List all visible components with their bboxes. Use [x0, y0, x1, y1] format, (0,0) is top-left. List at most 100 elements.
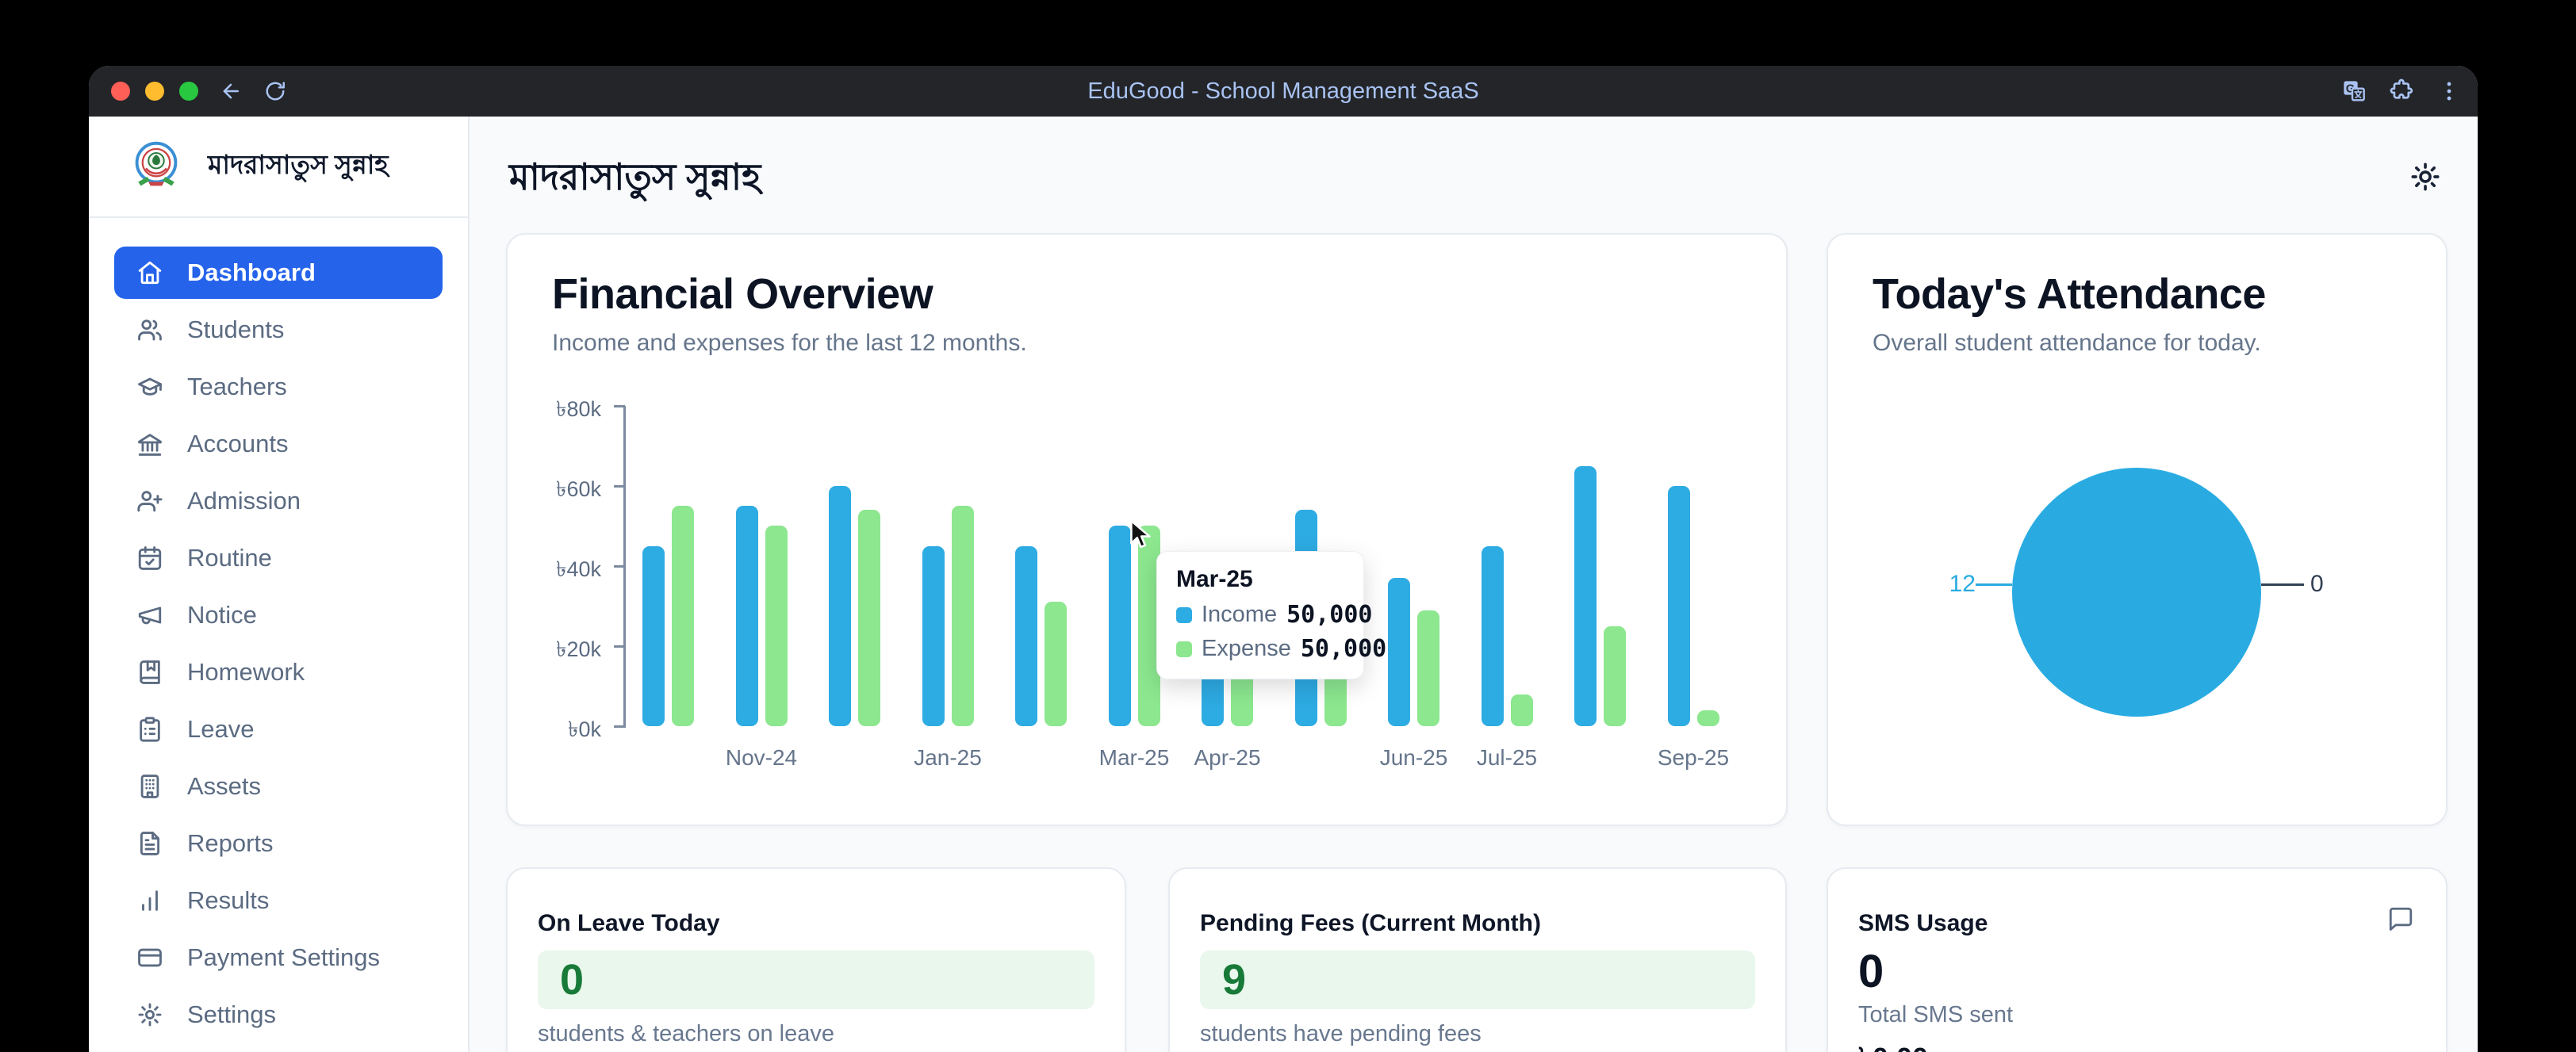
y-axis-label: ৳0k — [568, 717, 601, 741]
income-bar-jun-25[interactable] — [1388, 578, 1410, 726]
sidebar-nav: Dashboard Students Teachers Accounts Admissi… — [89, 218, 468, 1041]
x-axis-label: Mar-25 — [1098, 745, 1170, 770]
sidebar-item-routine[interactable]: Routine — [114, 532, 443, 584]
bar-chart-plot: ৳0k ৳20k ৳40k ৳60k ৳80k Nov-24 Jan-25 Mar-25 Apr… — [508, 235, 1786, 824]
sidebar-item-assets[interactable]: Assets — [114, 760, 443, 813]
expense-bar-aug-25[interactable] — [1604, 626, 1626, 726]
tooltip-month: Mar-25 — [1176, 566, 1253, 592]
main-content: মাদরাসাতুস সুন্নাহ Financial Overview In… — [471, 117, 2478, 1052]
y-axis-label: ৳80k — [556, 397, 601, 421]
bar-chart-icon — [142, 890, 158, 911]
pending-fees-card: Pending Fees (Current Month) 9 students … — [1168, 867, 1787, 1052]
income-bar-oct-24[interactable] — [642, 546, 665, 726]
y-axis-tick — [614, 485, 625, 488]
expense-bar-jul-25[interactable] — [1510, 694, 1533, 726]
pending-fees-banner: 9 — [1200, 951, 1755, 1009]
sms-usage-title: SMS Usage — [1858, 910, 1988, 936]
y-axis-tick — [614, 565, 625, 568]
on-leave-card: On Leave Today 0 students & teachers on … — [506, 867, 1126, 1052]
pie-label-absent: 0 — [2310, 571, 2324, 597]
expense-bar-nov-24[interactable] — [765, 526, 788, 726]
clipboard-list-icon — [140, 717, 160, 742]
y-axis-tick — [614, 645, 625, 648]
app-root: মাদরাসাতুস সুন্নাহ Dashboard Students Teac… — [89, 117, 2478, 1052]
sidebar-item-leave[interactable]: Leave — [114, 703, 443, 756]
expense-bar-jun-25[interactable] — [1417, 610, 1439, 726]
school-name: মাদরাসাতুস সুন্নাহ — [208, 150, 389, 179]
expense-bar-dec-24[interactable] — [858, 510, 880, 726]
maximize-window-button[interactable] — [179, 82, 198, 101]
book-marked-icon — [140, 660, 160, 684]
income-swatch — [1176, 606, 1192, 623]
sidebar-item-payment-settings[interactable]: Payment Settings — [114, 931, 443, 984]
pie-leader-line-present — [1976, 583, 2012, 586]
browser-toolbar: EduGood - School Management SaaS G — [89, 66, 2478, 117]
reload-button[interactable] — [263, 79, 287, 103]
x-axis-label: Nov-24 — [725, 745, 798, 770]
back-button[interactable] — [219, 79, 243, 103]
close-window-button[interactable] — [111, 82, 130, 101]
page-title: মাদরাসাতুস সুন্নাহ — [509, 156, 761, 197]
sidebar-item-accounts[interactable]: Accounts — [114, 418, 443, 470]
sidebar-item-reports[interactable]: Reports — [114, 817, 443, 870]
x-axis-label: Jun-25 — [1379, 745, 1448, 770]
theme-toggle-button[interactable] — [2409, 161, 2441, 195]
income-bar-sep-25[interactable] — [1667, 486, 1690, 726]
pending-fees-caption: students have pending fees — [1200, 1021, 1482, 1046]
income-bar-aug-25[interactable] — [1574, 466, 1597, 726]
sidebar-item-teachers[interactable]: Teachers — [114, 361, 443, 413]
sms-usage-secondary-value: ৳0.00 — [1858, 1037, 1928, 1052]
credit-card-icon — [138, 948, 162, 967]
income-bar-feb-25[interactable] — [1015, 546, 1037, 726]
on-leave-value: 0 — [560, 956, 585, 1004]
y-axis-tick — [614, 405, 625, 407]
on-leave-caption: students & teachers on leave — [538, 1021, 835, 1046]
y-axis-label: ৳40k — [556, 557, 601, 581]
graduation-cap-icon — [138, 377, 162, 396]
expense-bar-feb-25[interactable] — [1045, 602, 1067, 726]
attendance-pie-chart[interactable] — [2012, 468, 2261, 717]
user-plus-icon — [137, 491, 163, 512]
financial-card-subtitle: Income and expenses for the last 12 mont… — [552, 330, 1027, 356]
sms-usage-caption: Total SMS sent — [1858, 1002, 2014, 1027]
income-bar-mar-25[interactable] — [1108, 526, 1131, 726]
school-logo — [135, 141, 178, 186]
income-bar-dec-24[interactable] — [829, 486, 851, 726]
browser-window: EduGood - School Management SaaS G — [89, 66, 2478, 1052]
pie-label-present: 12 — [1949, 571, 1976, 597]
expense-bar-mar-25[interactable] — [1137, 526, 1160, 726]
pie-leader-line-absent — [2261, 583, 2304, 586]
mouse-cursor — [1128, 518, 1156, 556]
x-axis-label: Jan-25 — [914, 745, 982, 770]
sidebar-item-students[interactable]: Students — [114, 304, 443, 356]
income-bar-jan-25[interactable] — [922, 546, 945, 726]
income-bar-jul-25[interactable] — [1481, 546, 1504, 726]
expense-bar-sep-25[interactable] — [1696, 710, 1719, 726]
sidebar-item-notice[interactable]: Notice — [114, 589, 443, 641]
sms-usage-value: 0 — [1858, 946, 1884, 997]
y-axis-tick — [614, 725, 625, 728]
tooltip-expense-label: Expense — [1202, 636, 1291, 661]
sidebar-item-settings[interactable]: Settings — [114, 989, 443, 1041]
megaphone-icon — [138, 606, 162, 625]
house-icon — [138, 261, 162, 285]
x-axis-label: Apr-25 — [1194, 745, 1261, 770]
expense-bar-jan-25[interactable] — [951, 506, 974, 726]
sidebar-item-homework[interactable]: Homework — [114, 646, 443, 698]
income-bar-nov-24[interactable] — [735, 506, 758, 726]
sidebar-item-results[interactable]: Results — [114, 874, 443, 927]
translate-icon[interactable]: G — [2341, 78, 2367, 104]
building-icon — [140, 775, 159, 798]
chart-tooltip: Mar-25 Income 50,000 Expense 50,000 — [1156, 551, 1386, 679]
browser-menu-icon[interactable] — [2436, 78, 2462, 104]
sidebar-item-admission[interactable]: Admission — [114, 475, 443, 527]
expense-bar-oct-24[interactable] — [672, 506, 694, 726]
sidebar-item-dashboard[interactable]: Dashboard — [114, 247, 443, 299]
message-square-icon — [2387, 905, 2414, 936]
extensions-icon[interactable] — [2389, 78, 2414, 104]
minimize-window-button[interactable] — [145, 82, 164, 101]
reload-icon — [266, 82, 285, 101]
browser-tab-title: EduGood - School Management SaaS — [1087, 78, 1479, 104]
window-controls — [111, 82, 198, 101]
